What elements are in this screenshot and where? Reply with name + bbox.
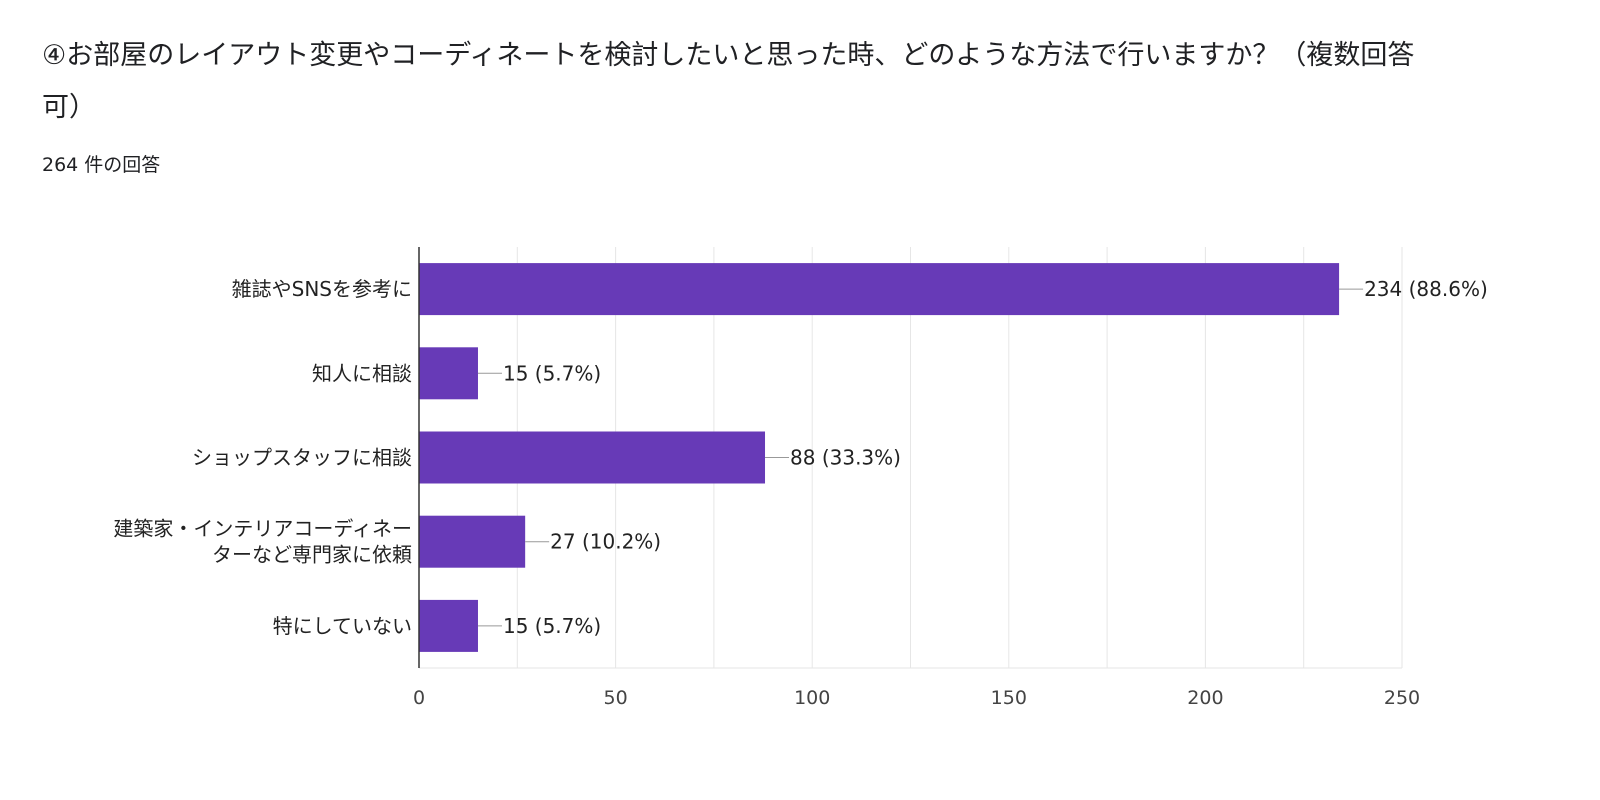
category-label: ショップスタッフに相談 [192, 446, 412, 470]
x-tick-label: 200 [1187, 687, 1223, 709]
bar [419, 263, 1340, 316]
value-label: 88 (33.3%) [790, 446, 901, 470]
value-label: 27 (10.2%) [550, 530, 661, 554]
value-label: 15 (5.7%) [503, 361, 601, 385]
bar [419, 599, 478, 652]
x-tick-label: 0 [413, 687, 425, 709]
category-label: 雑誌やSNSを参考に [232, 277, 412, 301]
bar [419, 347, 478, 400]
x-tick-label: 250 [1384, 687, 1420, 709]
category-label: 特にしていない [273, 614, 412, 638]
bar [419, 515, 526, 568]
response-count: 264 件の回答 [42, 154, 161, 176]
x-tick-label: 50 [604, 687, 628, 709]
category-label: ターなど専門家に依頼 [212, 543, 412, 567]
category-label: 建築家・インテリアコーディネー [113, 517, 412, 541]
x-tick-label: 100 [794, 687, 830, 709]
chart-title: ④お部屋のレイアウト変更やコーディネートを検討したいと思った時、どのような方法で… [42, 40, 1415, 123]
value-label: 15 (5.7%) [503, 614, 601, 638]
x-tick-label: 150 [991, 687, 1027, 709]
value-label: 234 (88.6%) [1364, 277, 1488, 301]
bar [419, 431, 766, 484]
category-label: 知人に相談 [312, 361, 412, 385]
